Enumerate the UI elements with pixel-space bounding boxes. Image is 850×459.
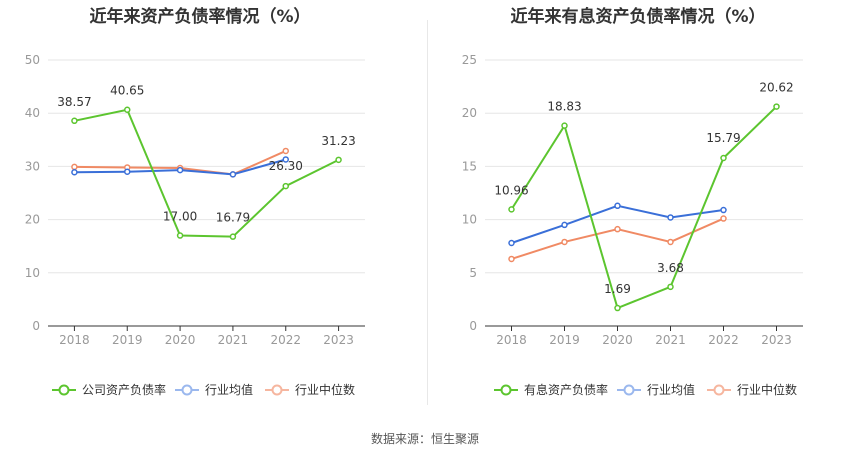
x-tick-label: 2023 xyxy=(761,333,792,347)
data-point xyxy=(667,283,674,291)
data-label: 18.83 xyxy=(547,100,581,114)
y-tick-label: 5 xyxy=(469,266,477,280)
data-point xyxy=(71,163,78,171)
legend-label: 公司资产负债率 xyxy=(82,382,166,397)
legend-label: 行业中位数 xyxy=(295,382,355,397)
data-label: 31.23 xyxy=(321,134,355,148)
data-label: 10.96 xyxy=(494,183,528,197)
y-tick-label: 10 xyxy=(462,213,477,227)
legend-swatch-marker xyxy=(58,384,70,396)
legend-label: 行业均值 xyxy=(647,382,695,397)
legend-swatch-marker xyxy=(713,384,725,396)
data-point xyxy=(508,239,515,247)
data-label: 40.65 xyxy=(110,84,144,98)
x-tick-label: 2018 xyxy=(496,333,527,347)
series-line xyxy=(510,105,778,310)
data-point xyxy=(614,202,621,210)
legend-label: 有息资产负债率 xyxy=(524,382,608,397)
y-tick-label: 0 xyxy=(469,319,477,333)
chart-title: 近年来资产负债率情况（%） xyxy=(89,6,310,27)
y-tick-label: 0 xyxy=(32,319,40,333)
series-line xyxy=(511,217,724,260)
x-tick-label: 2019 xyxy=(549,333,580,347)
legend-swatch-marker xyxy=(500,384,512,396)
data-point xyxy=(282,156,289,163)
data-point xyxy=(176,232,184,239)
data-label: 16.79 xyxy=(216,211,250,225)
data-point xyxy=(71,169,78,176)
legend-label: 行业中位数 xyxy=(737,382,797,397)
y-tick-label: 50 xyxy=(25,53,40,67)
source-note: 数据来源：恒生聚源 xyxy=(370,432,479,446)
x-tick-label: 2021 xyxy=(218,333,249,347)
y-tick-label: 40 xyxy=(25,106,40,120)
legend-swatch-marker xyxy=(271,384,283,396)
legend-swatch-marker xyxy=(623,384,635,396)
data-point xyxy=(508,206,515,213)
chart-title: 近年来有息资产负债率情况（%） xyxy=(510,6,765,27)
x-tick-label: 2020 xyxy=(165,333,196,347)
legend-swatch-marker xyxy=(181,384,193,396)
data-point xyxy=(720,206,727,214)
x-tick-label: 2018 xyxy=(59,333,90,347)
x-tick-label: 2022 xyxy=(270,333,301,347)
y-tick-label: 15 xyxy=(462,159,477,173)
data-point xyxy=(124,168,131,175)
y-tick-label: 25 xyxy=(462,53,477,67)
data-label: 15.79 xyxy=(706,131,740,145)
data-point xyxy=(71,117,78,125)
data-label: 3.68 xyxy=(657,261,684,275)
data-point xyxy=(720,154,727,162)
data-point xyxy=(614,225,621,233)
x-tick-label: 2023 xyxy=(323,333,354,347)
data-label: 26.30 xyxy=(269,159,303,173)
series-line xyxy=(74,108,340,238)
data-point xyxy=(282,147,289,155)
x-tick-label: 2021 xyxy=(655,333,686,347)
x-tick-label: 2019 xyxy=(112,333,143,347)
data-point xyxy=(667,238,674,246)
x-tick-label: 2020 xyxy=(602,333,633,347)
data-point xyxy=(508,255,515,263)
chart-interest-debt-ratio: 近年来有息资产负债率情况（%） 0 5 10 15 20 25 2018 2019 2020 202… xyxy=(462,6,803,397)
legend-label: 行业均值 xyxy=(205,382,253,397)
data-point xyxy=(773,103,780,110)
data-point xyxy=(561,122,568,129)
data-point xyxy=(335,156,342,164)
data-label: 17.00 xyxy=(163,210,197,224)
data-point xyxy=(561,238,568,246)
data-label: 38.57 xyxy=(57,95,91,109)
data-point xyxy=(561,221,568,229)
data-point xyxy=(614,304,621,312)
y-tick-label: 20 xyxy=(462,106,477,120)
data-point xyxy=(282,182,289,190)
y-tick-label: 20 xyxy=(25,213,40,227)
chart-debt-ratio: 近年来资产负债率情况（%） 0 10 20 30 40 50 2018 2019 2020 2021… xyxy=(25,6,365,397)
data-label: 20.62 xyxy=(759,81,793,95)
data-point xyxy=(229,171,237,178)
data-point xyxy=(667,214,674,221)
data-point xyxy=(176,166,184,174)
x-tick-label: 2022 xyxy=(708,333,739,347)
y-tick-label: 30 xyxy=(25,159,40,173)
data-label: 1.69 xyxy=(604,282,631,296)
y-tick-label: 10 xyxy=(25,266,40,280)
panel-divider xyxy=(427,20,428,405)
data-point xyxy=(720,215,727,222)
data-point xyxy=(229,233,237,240)
data-point xyxy=(124,106,131,113)
